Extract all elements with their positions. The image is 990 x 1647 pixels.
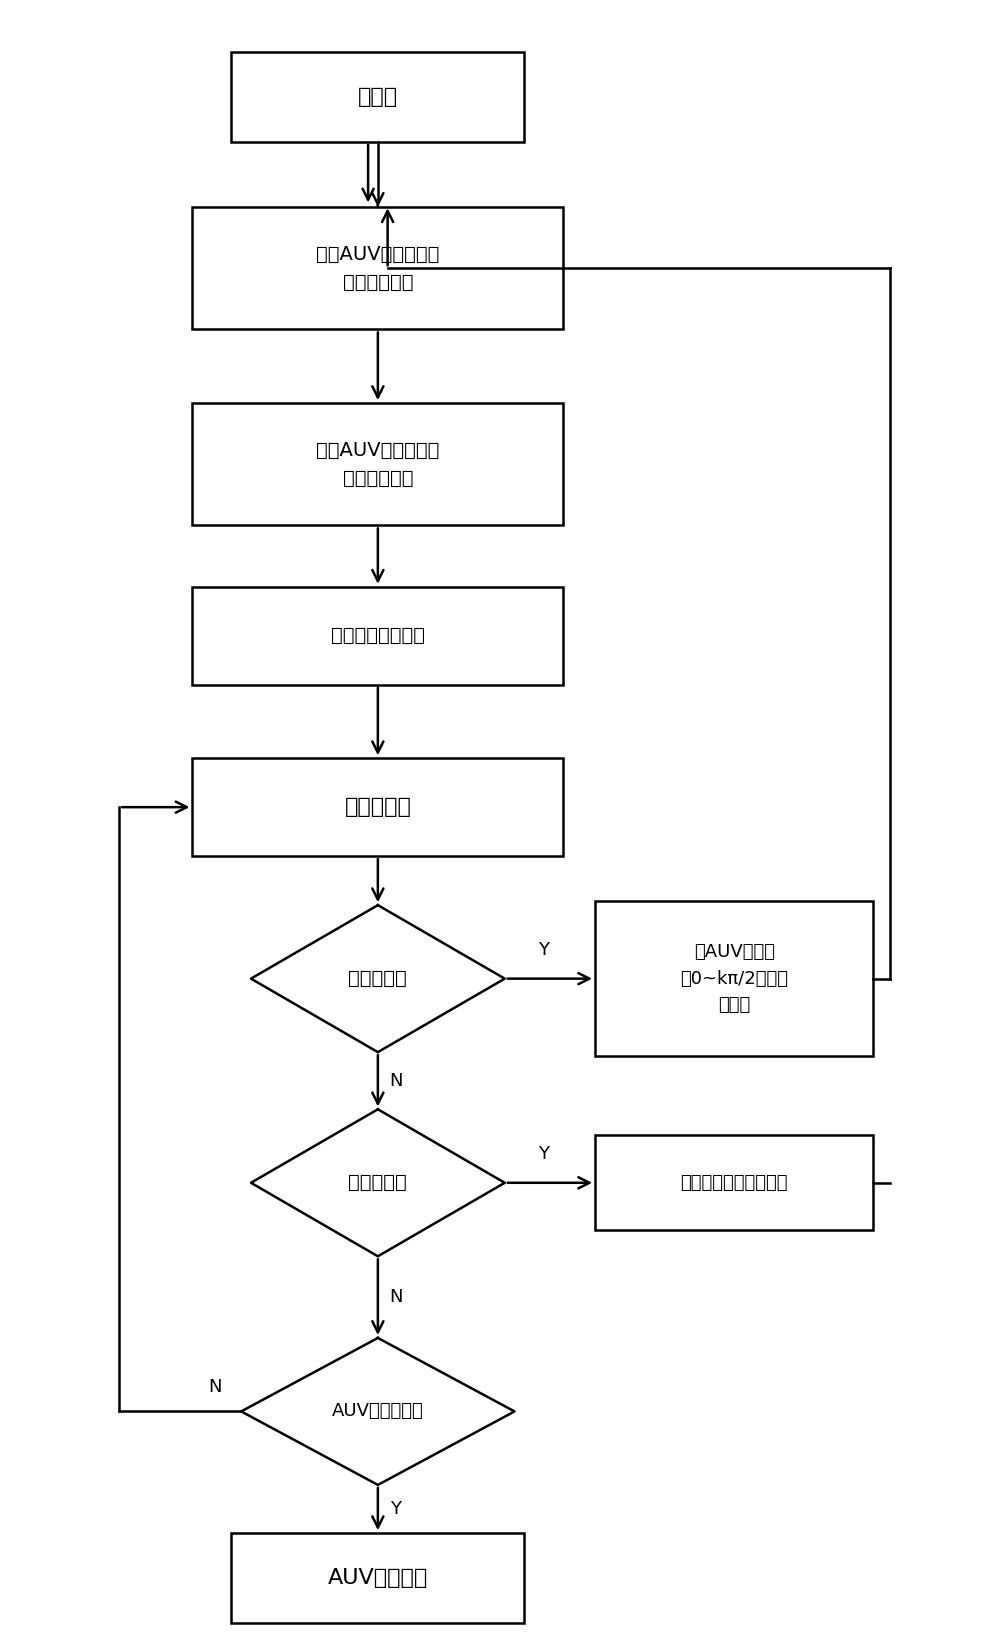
Text: N: N bbox=[390, 1072, 403, 1090]
Text: 计算AUV与目标点的
引力势场函数: 计算AUV与目标点的 引力势场函数 bbox=[316, 245, 440, 292]
Bar bbox=[232, 1533, 525, 1622]
Text: AUV到达目标点: AUV到达目标点 bbox=[332, 1402, 424, 1420]
Bar bbox=[595, 901, 873, 1056]
Text: 计算合力势场函数: 计算合力势场函数 bbox=[331, 626, 425, 646]
Bar bbox=[192, 208, 563, 329]
Bar bbox=[595, 1135, 873, 1230]
Bar bbox=[192, 586, 563, 685]
Text: 构建新的斥力势场函数: 构建新的斥力势场函数 bbox=[680, 1174, 788, 1192]
Text: 局部极小值: 局部极小值 bbox=[348, 968, 407, 988]
Text: 初始化: 初始化 bbox=[357, 87, 398, 107]
Text: Y: Y bbox=[390, 1500, 401, 1519]
Polygon shape bbox=[251, 1110, 505, 1257]
Text: Y: Y bbox=[539, 940, 549, 959]
Text: 目标不可达: 目标不可达 bbox=[348, 1173, 407, 1192]
Polygon shape bbox=[251, 906, 505, 1052]
Text: N: N bbox=[208, 1379, 222, 1397]
Text: 下一步位置: 下一步位置 bbox=[345, 797, 411, 817]
Bar bbox=[192, 404, 563, 525]
Text: Y: Y bbox=[539, 1145, 549, 1163]
Text: 计算AUV与障碍物的
斥力势场函数: 计算AUV与障碍物的 斥力势场函数 bbox=[316, 441, 440, 488]
Polygon shape bbox=[242, 1337, 515, 1486]
Bar bbox=[232, 51, 525, 142]
Text: N: N bbox=[390, 1288, 403, 1306]
Text: AUV停止航行: AUV停止航行 bbox=[328, 1568, 428, 1588]
Text: 给AUV一个在
（0~kπ/2）角度
偏移量: 给AUV一个在 （0~kπ/2）角度 偏移量 bbox=[680, 944, 788, 1015]
Bar bbox=[192, 758, 563, 856]
